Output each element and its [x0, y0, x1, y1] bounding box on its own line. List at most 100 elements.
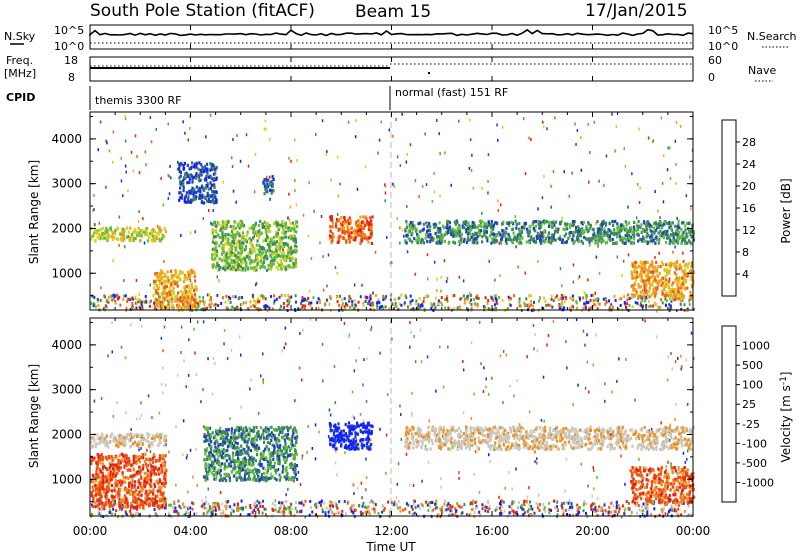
velocity-noise-pixel [353, 508, 356, 512]
power-echo-pixel [552, 220, 555, 224]
power-noise-pixel [550, 297, 553, 301]
power-sparse-pixel [654, 190, 656, 194]
power-noise-pixel [91, 294, 94, 298]
velocity-sparse-pixel [151, 454, 154, 458]
power-echo-pixel [611, 231, 614, 235]
velocity-sparse-pixel [400, 413, 402, 416]
power-echo-pixel [672, 237, 675, 241]
velocity-sparse-pixel [565, 457, 568, 461]
power-echo-pixel [221, 225, 225, 229]
power-echo-pixel [239, 254, 242, 258]
velocity-noise-pixel [208, 505, 211, 509]
power-echo-pixel [160, 269, 163, 273]
power-noise-pixel [626, 302, 629, 306]
power-echo-pixel [426, 225, 429, 229]
power-echo-pixel [284, 242, 287, 246]
power-echo-pixel [145, 231, 148, 236]
power-echo-pixel [656, 286, 659, 290]
power-echo-pixel [217, 268, 220, 272]
power-echo-pixel [624, 220, 627, 224]
power-sparse-pixel [380, 120, 382, 124]
power-echo-pixel [606, 231, 609, 235]
power-echo-pixel [114, 232, 117, 236]
power-echo-pixel [488, 234, 492, 238]
power-noise-pixel [94, 305, 97, 309]
power-echo-pixel [199, 196, 202, 200]
power-echo-pixel [152, 239, 155, 243]
velocity-sparse-pixel [141, 436, 144, 439]
velocity-noise-pixel [431, 509, 433, 513]
power-echo-pixel [184, 176, 187, 180]
power-echo-pixel [153, 306, 156, 310]
power-echo-pixel [159, 230, 162, 235]
power-echo-pixel [668, 289, 671, 293]
power-noise-pixel [198, 302, 201, 306]
power-echo-pixel [357, 229, 360, 233]
power-sparse-pixel [374, 250, 377, 254]
power-echo-pixel [485, 222, 488, 226]
velocity-sparse-pixel [478, 320, 481, 324]
velocity-noise-pixel [451, 509, 453, 512]
power-noise-pixel [119, 303, 122, 307]
velocity-noise-pixel [282, 513, 285, 517]
power-echo-pixel [535, 240, 538, 244]
power-noise-pixel [430, 302, 432, 306]
power-noise-pixel [198, 295, 201, 299]
power-noise-pixel [602, 297, 605, 301]
power-noise-pixel [415, 299, 418, 303]
power-noise-pixel [626, 298, 629, 302]
power-sparse-pixel [422, 184, 424, 188]
power-echo-pixel [493, 238, 496, 242]
power-echo-pixel [428, 229, 431, 233]
velocity-sparse-pixel [201, 499, 203, 503]
velocity-noise-pixel [454, 512, 457, 516]
velocity-noise-pixel [518, 501, 520, 505]
power-echo-pixel [226, 265, 229, 270]
power-echo-pixel [677, 219, 680, 223]
power-echo-pixel [185, 297, 188, 301]
power-noise-pixel [441, 303, 444, 307]
power-echo-pixel [222, 234, 225, 239]
power-sparse-pixel [676, 216, 678, 220]
power-echo-pixel [677, 287, 680, 291]
power-echo-pixel [508, 235, 511, 239]
velocity-sparse-pixel [671, 367, 673, 371]
velocity-echo-pixel [148, 433, 151, 437]
power-echo-pixel [369, 216, 372, 220]
velocity-noise-pixel [575, 513, 578, 517]
velocity-sparse-pixel [162, 349, 164, 353]
power-noise-pixel [384, 305, 387, 309]
velocity-sparse-pixel [351, 390, 354, 394]
velocity-noise-pixel [274, 508, 277, 512]
velocity-sparse-pixel [595, 333, 597, 337]
velocity-noise-pixel [501, 499, 503, 503]
power-echo-pixel [655, 221, 658, 225]
power-echo-pixel [557, 236, 560, 241]
power-echo-pixel [248, 226, 251, 230]
power-sparse-pixel [138, 171, 141, 175]
power-noise-pixel [112, 298, 115, 302]
power-noise-pixel [357, 300, 360, 304]
velocity-sparse-pixel [329, 413, 332, 417]
power-echo-pixel [223, 237, 226, 241]
power-echo-pixel [215, 199, 218, 203]
velocity-noise-pixel [561, 506, 564, 510]
power-noise-pixel [398, 302, 401, 306]
velocity-sparse-pixel [160, 336, 163, 340]
power-echo-pixel [621, 239, 624, 243]
velocity-noise-pixel [251, 510, 254, 514]
velocity-noise-pixel [232, 509, 235, 513]
power-echo-pixel [484, 230, 487, 234]
power-echo-pixel [500, 241, 503, 245]
power-echo-pixel [640, 230, 643, 235]
velocity-echo-pixel [162, 438, 165, 442]
power-echo-pixel [198, 161, 201, 165]
velocity-sparse-pixel [351, 414, 354, 418]
power-echo-pixel [290, 258, 293, 263]
velocity-noise-pixel [593, 507, 596, 511]
velocity-sparse-pixel [441, 434, 444, 438]
power-echo-pixel [212, 190, 215, 194]
power-echo-pixel [360, 224, 363, 228]
power-echo-pixel [127, 230, 130, 234]
